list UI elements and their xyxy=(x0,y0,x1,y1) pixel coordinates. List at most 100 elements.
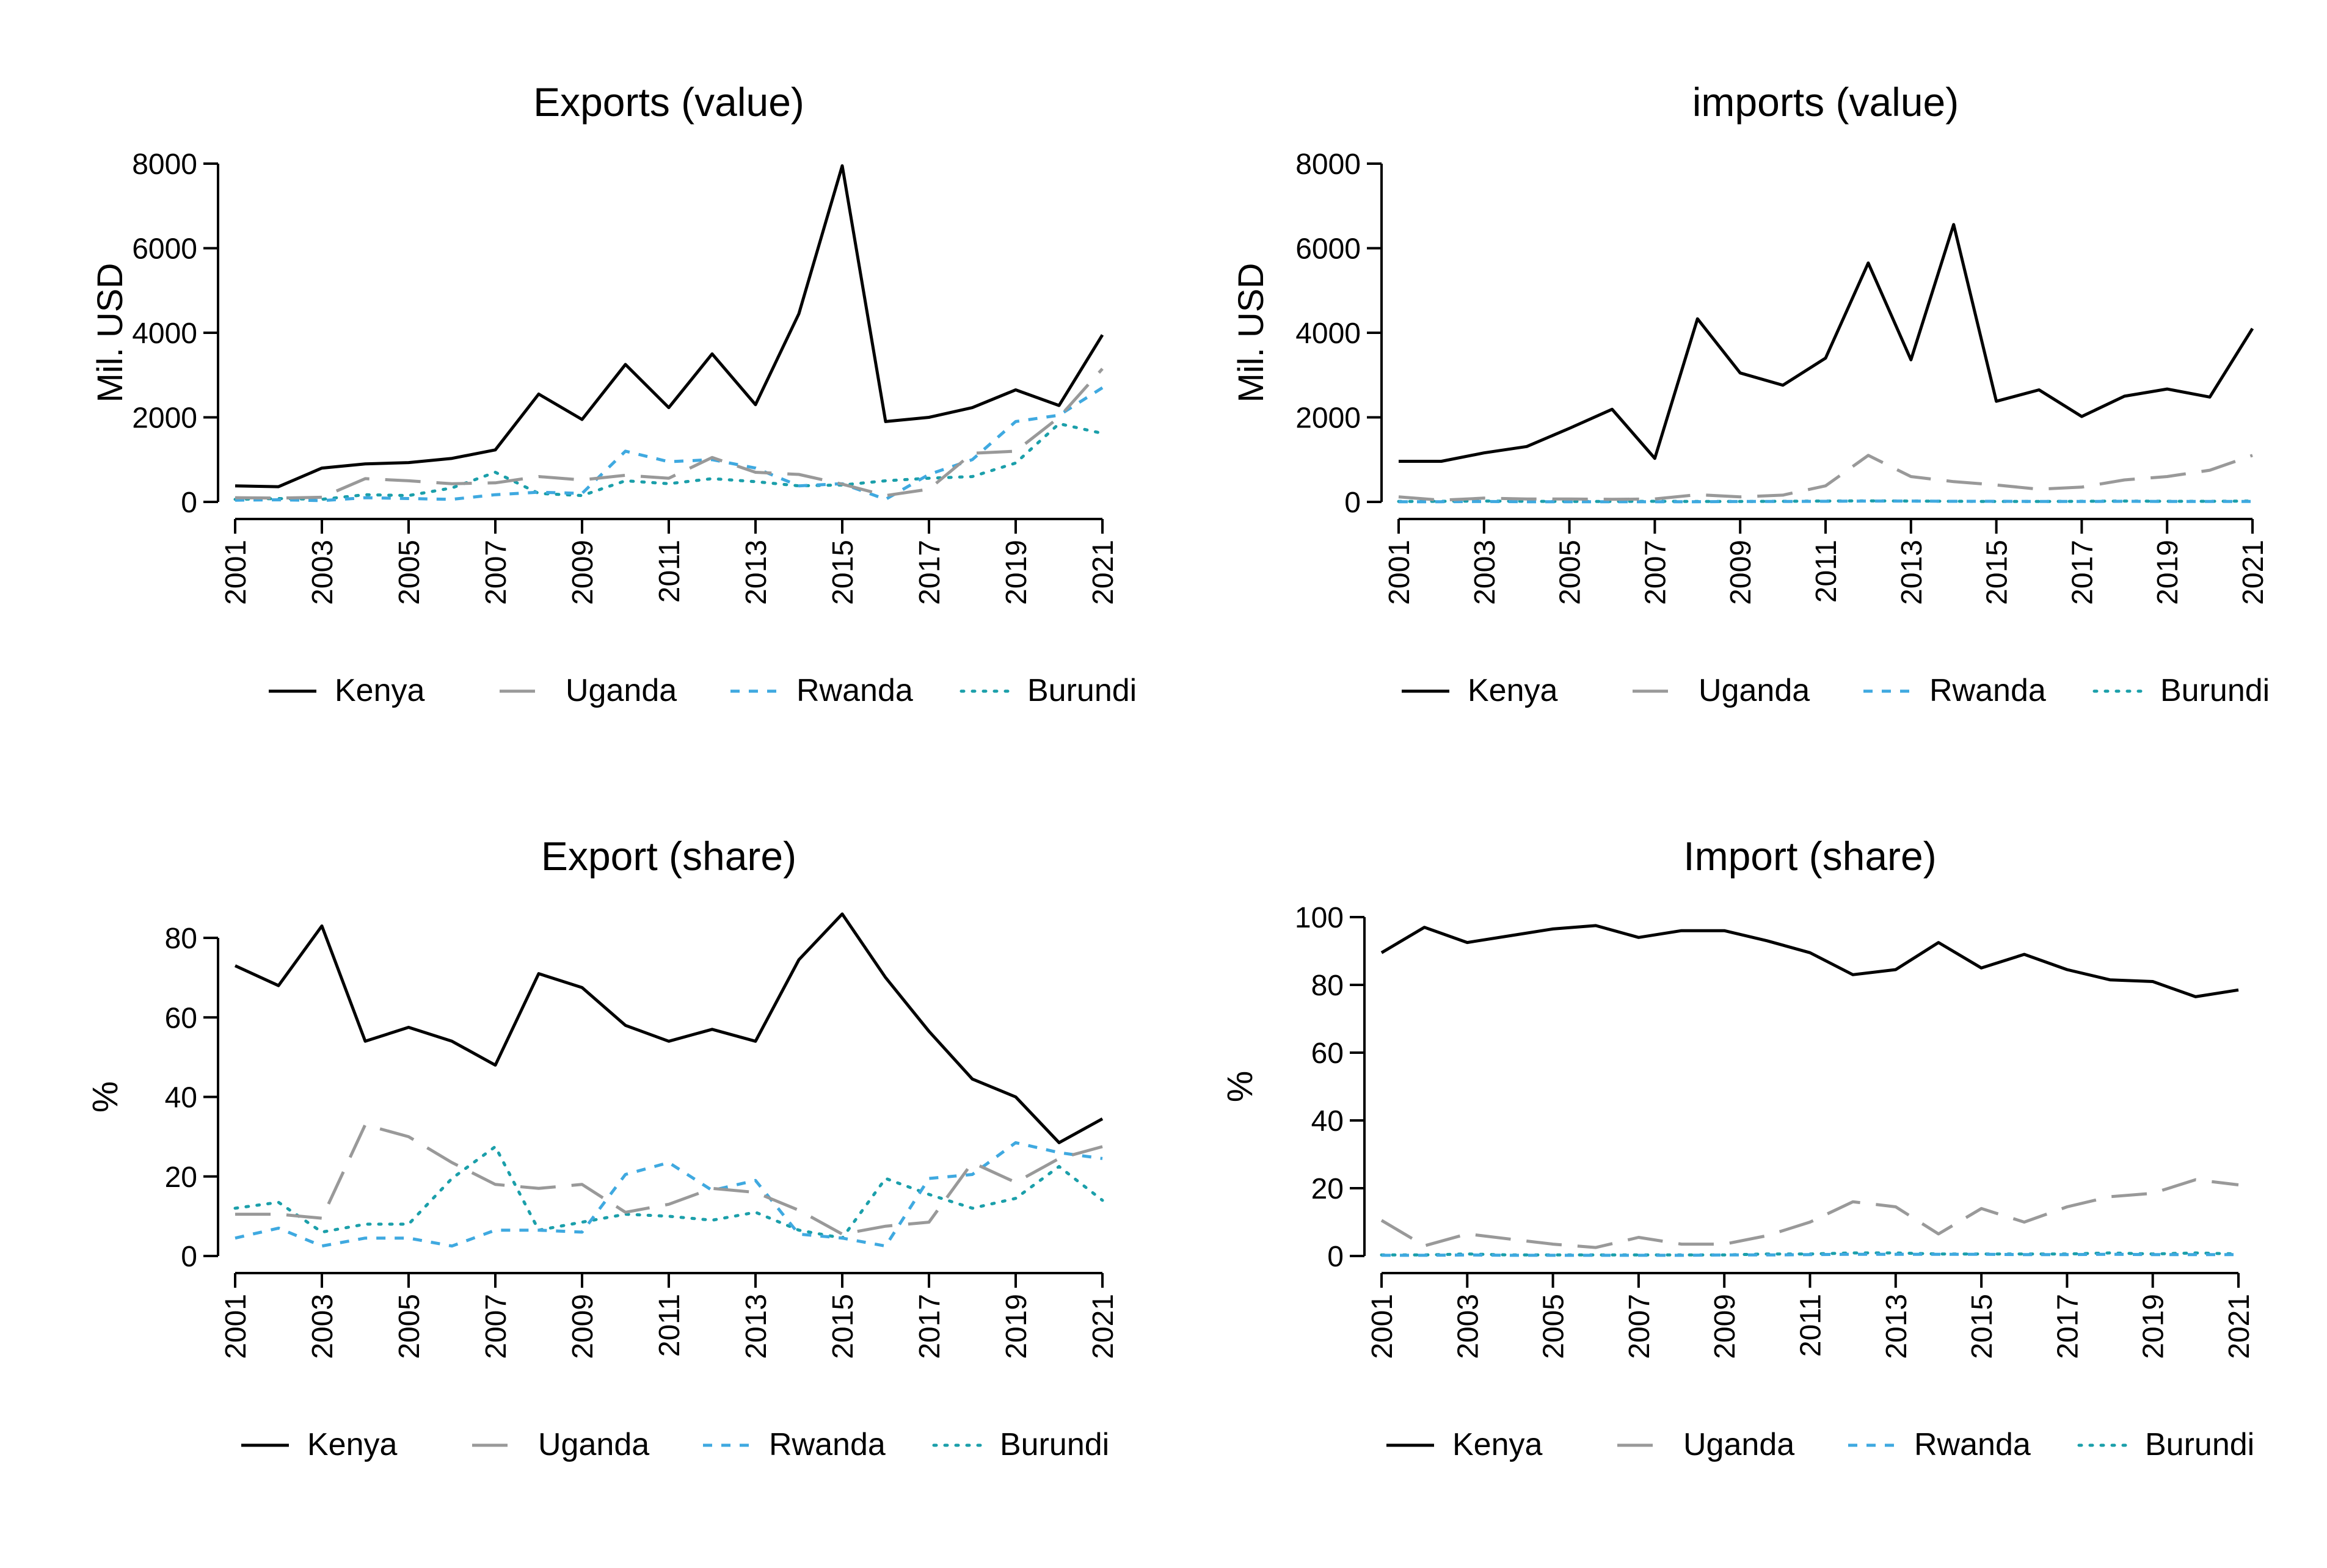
legend-label-rwanda: Rwanda xyxy=(1914,1427,2031,1462)
series-line-kenya xyxy=(235,164,1104,488)
x-tick-label: 2015 xyxy=(827,540,859,605)
series-line-kenya xyxy=(234,912,1104,1144)
series-line-burundi xyxy=(233,422,1104,501)
x-tick-label: 2011 xyxy=(1810,540,1843,603)
x-tick-label: 2003 xyxy=(1469,540,1501,605)
y-tick-label: 8000 xyxy=(132,148,197,181)
series-line-rwanda xyxy=(235,386,1104,503)
x-tick-label: 2021 xyxy=(2223,1294,2256,1359)
x-tick-label: 2013 xyxy=(1896,540,1928,605)
chart-title: Import (share) xyxy=(1683,833,1936,879)
x-tick-label: 2005 xyxy=(1538,1294,1570,1359)
series-line-kenya xyxy=(1399,223,2254,463)
y-tick-label: 4000 xyxy=(132,318,197,350)
x-tick-label: 2017 xyxy=(2066,540,2099,605)
legend-label-uganda: Uganda xyxy=(538,1427,649,1462)
x-tick-label: 2003 xyxy=(307,1294,339,1359)
y-tick-label: 20 xyxy=(1311,1173,1344,1205)
x-tick-label: 2019 xyxy=(1000,540,1033,605)
chart-panel-exports-value: Exports (value) Mil. USD 0 2000 4000 6000 8000… xyxy=(90,79,1137,708)
x-tick-label: 2001 xyxy=(220,1294,252,1359)
x-tick-label: 2001 xyxy=(220,540,252,605)
series-line-uganda xyxy=(235,368,1104,500)
legend-label-uganda: Uganda xyxy=(1699,673,1810,708)
x-tick-label: 2011 xyxy=(654,1294,686,1357)
x-tick-label: 2007 xyxy=(480,540,512,605)
legend-label-kenya: Kenya xyxy=(1468,673,1558,708)
chart-panel-imports-value: imports (value) Mil. USD 0 2000 4000 6000 8000… xyxy=(1231,79,2270,708)
x-tick-label: 2009 xyxy=(567,1294,599,1359)
x-tick-label: 2007 xyxy=(1639,540,1672,605)
legend-label-rwanda: Rwanda xyxy=(1929,673,2046,708)
x-tick-label: 2001 xyxy=(1366,1294,1399,1359)
x-tick-label: 2003 xyxy=(307,540,339,605)
series-line-rwanda xyxy=(235,1141,1103,1248)
x-tick-label: 2019 xyxy=(2152,540,2184,605)
y-tick-label: 60 xyxy=(165,1002,197,1034)
x-tick-label: 2009 xyxy=(1709,1294,1741,1359)
x-tick-label: 2007 xyxy=(1623,1294,1656,1359)
x-tick-label: 2015 xyxy=(1966,1294,1998,1359)
legend-label-kenya: Kenya xyxy=(1452,1427,1543,1462)
x-tick-label: 2021 xyxy=(1087,540,1120,605)
x-tick-label: 2005 xyxy=(393,1294,426,1359)
x-tick-label: 2019 xyxy=(1000,1294,1033,1359)
x-tick-label: 2017 xyxy=(914,1294,946,1359)
chart-title: Exports (value) xyxy=(533,79,804,125)
y-tick-label: 0 xyxy=(181,487,197,519)
legend-label-uganda: Uganda xyxy=(1683,1427,1794,1462)
x-tick-label: 2019 xyxy=(2138,1294,2170,1359)
legend-label-rwanda: Rwanda xyxy=(796,673,913,708)
chart-panel-export-share: Export (share)% 0 20 40 60 80 2001 2003 2005 2007… xyxy=(86,833,1120,1462)
x-tick-label: 2013 xyxy=(740,1294,773,1359)
legend-label-uganda: Uganda xyxy=(566,673,677,708)
y-tick-label: 80 xyxy=(165,923,197,955)
y-tick-label: 2000 xyxy=(1295,402,1361,435)
x-tick-label: 2021 xyxy=(1087,1294,1120,1359)
series-line-kenya xyxy=(1380,924,2239,998)
x-tick-label: 2013 xyxy=(740,540,773,605)
x-tick-label: 2015 xyxy=(1981,540,2014,605)
x-tick-label: 2017 xyxy=(2052,1294,2084,1359)
y-axis-label: % xyxy=(1220,1071,1260,1103)
chart-title: imports (value) xyxy=(1692,79,1959,125)
x-tick-label: 2009 xyxy=(1725,540,1757,605)
legend: Kenya Uganda Rwanda Burundi xyxy=(269,673,1137,708)
x-tick-label: 2021 xyxy=(2237,540,2270,605)
x-tick-label: 2005 xyxy=(1554,540,1587,605)
x-tick-label: 2017 xyxy=(914,540,946,605)
legend: Kenya Uganda Rwanda Burundi xyxy=(1386,1427,2254,1462)
legend-label-kenya: Kenya xyxy=(307,1427,398,1462)
y-tick-label: 40 xyxy=(1311,1105,1344,1138)
y-tick-label: 6000 xyxy=(1295,233,1361,266)
series-line-uganda xyxy=(235,1123,1103,1236)
x-tick-label: 2011 xyxy=(1795,1294,1827,1357)
legend-label-burundi: Burundi xyxy=(2160,673,2270,708)
x-tick-label: 2011 xyxy=(654,540,686,603)
y-tick-label: 4000 xyxy=(1295,318,1361,350)
x-tick-label: 2013 xyxy=(1881,1294,1913,1359)
legend: Kenya Uganda Rwanda Burundi xyxy=(1402,673,2270,708)
y-axis-label: Mil. USD xyxy=(1231,263,1271,403)
chart-panel-import-share: Import (share)% 0 20 40 60 80 100 2001 2003 2005 2… xyxy=(1220,833,2256,1462)
y-tick-label: 2000 xyxy=(132,402,197,435)
x-tick-label: 2005 xyxy=(393,540,426,605)
series-line-burundi xyxy=(233,1145,1104,1240)
legend: Kenya Uganda Rwanda Burundi xyxy=(241,1427,1109,1462)
series-line-rwanda xyxy=(1399,499,2252,504)
y-tick-label: 6000 xyxy=(132,233,197,266)
legend-label-burundi: Burundi xyxy=(1027,673,1137,708)
legend-label-burundi: Burundi xyxy=(2145,1427,2254,1462)
y-axis-label: Mil. USD xyxy=(90,263,130,403)
x-tick-label: 2015 xyxy=(827,1294,859,1359)
legend-label-rwanda: Rwanda xyxy=(769,1427,886,1462)
y-tick-label: 0 xyxy=(1327,1241,1344,1273)
y-axis-label: % xyxy=(86,1081,125,1113)
y-tick-label: 8000 xyxy=(1295,148,1361,181)
y-tick-label: 40 xyxy=(165,1082,197,1114)
y-tick-label: 80 xyxy=(1311,970,1344,1002)
y-tick-label: 60 xyxy=(1311,1037,1344,1070)
y-tick-label: 20 xyxy=(165,1161,197,1194)
series-line-uganda xyxy=(1398,454,2253,502)
